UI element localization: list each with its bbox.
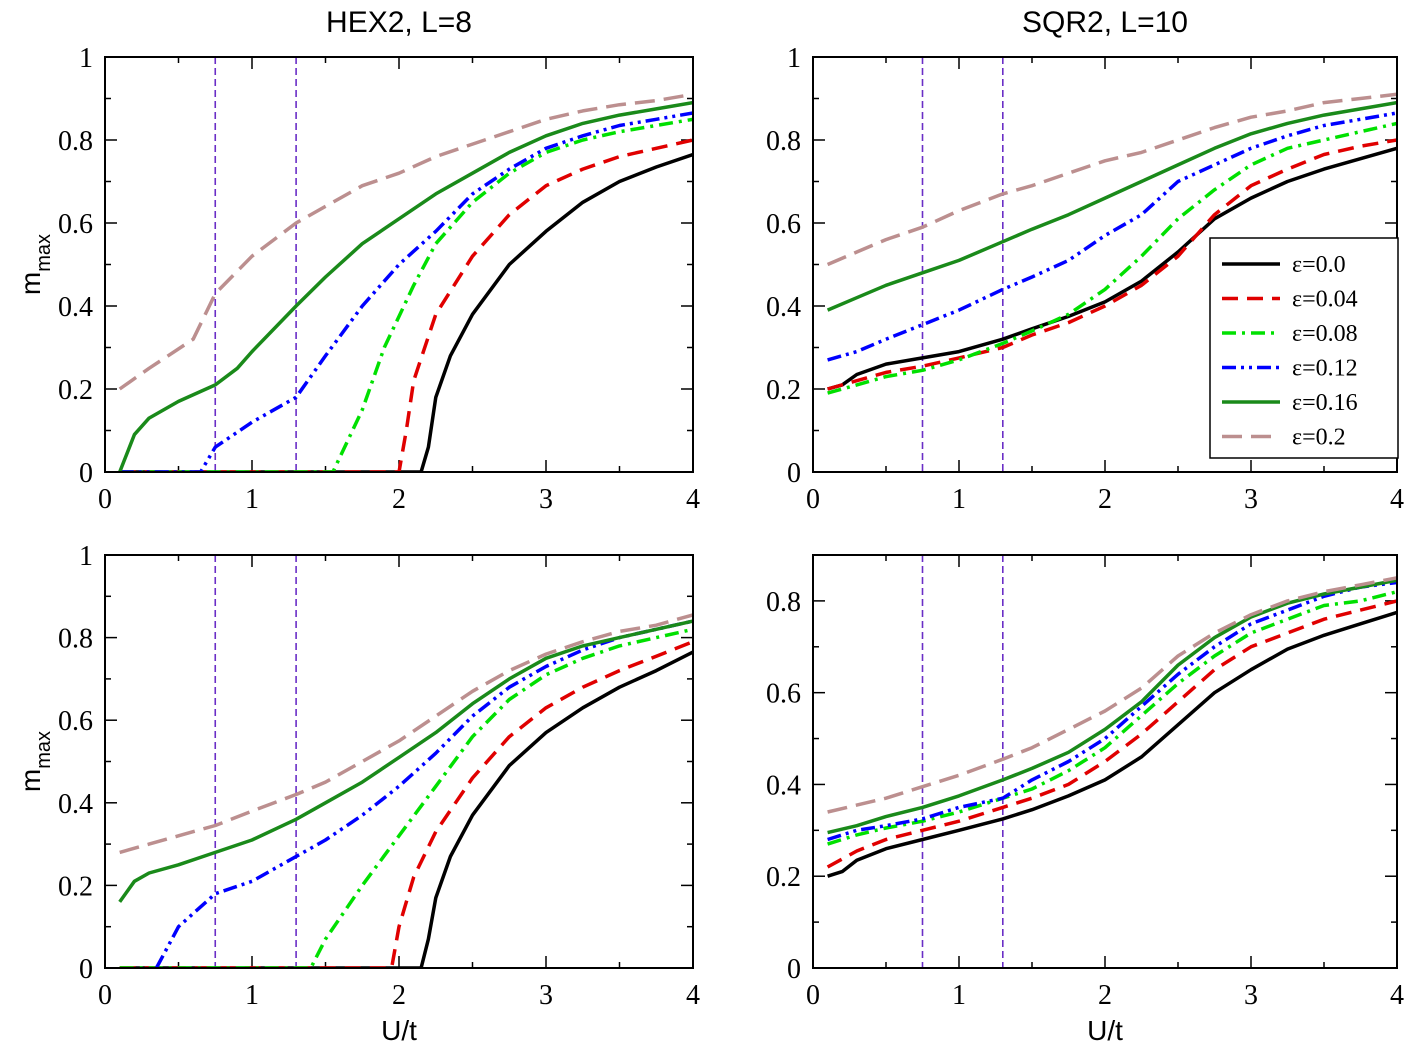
x-tick-label: 0 <box>806 980 820 1011</box>
legend-label: ε=0.0 <box>1292 252 1346 278</box>
x-tick-label: 3 <box>1244 980 1258 1011</box>
legend-label: ε=0.12 <box>1292 356 1358 382</box>
x-tick-label: 1 <box>245 484 259 515</box>
y-tick-label: 0.2 <box>766 862 801 893</box>
series-group <box>118 92 693 472</box>
series-line <box>827 138 1397 391</box>
x-tick-label: 2 <box>1098 484 1112 515</box>
y-axis-label: mmax <box>15 731 55 792</box>
x-tick-label: 3 <box>1244 484 1258 515</box>
legend-label: ε=0.2 <box>1292 425 1346 451</box>
series-line <box>827 576 1397 814</box>
series-line <box>154 619 693 968</box>
y-tick-label: 0.4 <box>766 292 801 323</box>
y-tick-label: 0.8 <box>766 587 801 618</box>
y-tick-label: 0.8 <box>766 126 801 157</box>
legend-label: ε=0.08 <box>1292 321 1358 347</box>
x-tick-label: 1 <box>952 484 966 515</box>
y-tick-label: 0.2 <box>58 871 93 902</box>
x-tick-label: 4 <box>1390 484 1404 515</box>
y-tick-label: 1 <box>787 43 801 74</box>
series-group <box>826 92 1397 395</box>
y-tick-label: 0.6 <box>766 209 801 240</box>
x-tick-label: 4 <box>686 980 700 1011</box>
y-tick-label: 1 <box>79 43 93 74</box>
series-line <box>119 138 693 472</box>
x-tick-label: 0 <box>806 484 820 515</box>
y-tick-label: 0.4 <box>58 292 93 323</box>
x-tick-label: 2 <box>1098 980 1112 1011</box>
series-line <box>827 590 1397 846</box>
y-axis-label-subscript: max <box>33 234 55 272</box>
series-line <box>826 92 1397 267</box>
y-tick-label: 0.6 <box>58 706 93 737</box>
plot-frame <box>104 56 694 473</box>
y-axis-label-main: m <box>15 272 46 295</box>
x-tick-label: 0 <box>98 484 112 515</box>
panel-4: 0 1 2 3 4 0 0.2 0.4 0.6 0.8 U/t <box>766 554 1404 1046</box>
x-tick-label: 3 <box>539 980 553 1011</box>
x-tick-label: 4 <box>686 484 700 515</box>
x-tick-label: 2 <box>392 484 406 515</box>
legend-box <box>1209 237 1399 459</box>
series-line <box>119 111 693 472</box>
x-tick-label: 1 <box>245 980 259 1011</box>
panel-3: 0 1 2 3 4 0 0.2 0.4 0.6 0.8 1 U/t mmax <box>15 541 700 1046</box>
y-tick-label: 0.2 <box>58 375 93 406</box>
y-tick-label: 0 <box>787 954 801 985</box>
y-tick-label: 0.6 <box>766 679 801 710</box>
series-line <box>119 613 693 855</box>
legend: ε=0.0 ε=0.04 ε=0.08 ε=0.12 ε=0.16 ε=0.2 <box>1209 237 1399 459</box>
x-tick-label: 4 <box>1390 980 1404 1011</box>
y-tick-label: 0 <box>787 458 801 489</box>
series-line <box>119 640 693 968</box>
legend-label: ε=0.16 <box>1292 390 1358 416</box>
series-line <box>827 610 1397 878</box>
plot-frame <box>104 554 694 969</box>
series-line <box>119 117 693 472</box>
x-tick-label: 2 <box>392 980 406 1011</box>
x-tick-label: 1 <box>952 980 966 1011</box>
x-tick-label: 0 <box>98 980 112 1011</box>
series-line <box>118 100 693 472</box>
panel-title: HEX2, L=8 <box>326 6 472 39</box>
series-line <box>826 100 1397 312</box>
plot-frame <box>812 554 1398 969</box>
series-line <box>119 650 693 968</box>
series-line <box>118 619 693 903</box>
series-line <box>827 111 1397 362</box>
x-axis-label: U/t <box>1087 1015 1123 1046</box>
panel-1: HEX2, L=8 0 1 2 3 4 0 0.2 0.4 0.6 0.8 1 mmax <box>15 6 700 515</box>
y-tick-label: 0 <box>79 458 93 489</box>
series-line <box>827 580 1397 842</box>
series-group <box>826 576 1397 878</box>
series-line <box>827 578 1397 835</box>
panel-2: SQR2, L=10 0 1 2 3 4 0 0.2 0.4 0.6 0.8 1 ε=0.0 ε=0.04… <box>766 6 1404 515</box>
series-line <box>827 121 1397 395</box>
y-tick-label: 1 <box>79 541 93 572</box>
y-tick-label: 0.4 <box>58 789 93 820</box>
y-tick-label: 0.4 <box>766 770 801 801</box>
y-axis-label: mmax <box>15 234 55 295</box>
series-line <box>827 146 1397 391</box>
x-tick-label: 3 <box>539 484 553 515</box>
series-line <box>119 152 693 472</box>
y-axis-label-subscript: max <box>33 731 55 769</box>
panel-title: SQR2, L=10 <box>1022 6 1188 39</box>
series-line <box>119 627 693 968</box>
y-tick-label: 0 <box>79 954 93 985</box>
series-group <box>118 613 693 968</box>
x-axis-label: U/t <box>381 1015 417 1046</box>
series-line <box>826 599 1397 869</box>
y-tick-label: 0.6 <box>58 209 93 240</box>
y-tick-label: 0.8 <box>58 624 93 655</box>
y-axis-label-main: m <box>15 769 46 792</box>
legend-label: ε=0.04 <box>1292 287 1358 313</box>
y-tick-label: 0.8 <box>58 126 93 157</box>
y-tick-label: 0.2 <box>766 375 801 406</box>
series-line <box>118 92 693 391</box>
